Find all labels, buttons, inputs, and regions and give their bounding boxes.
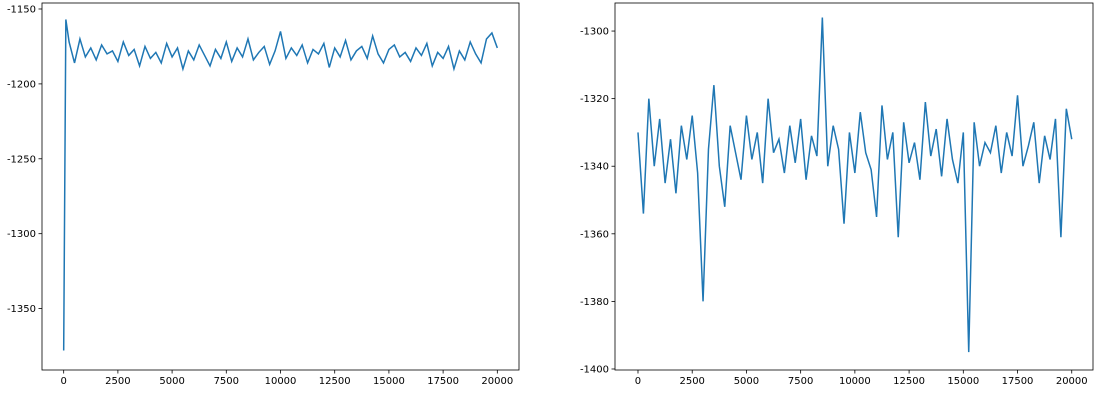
x-tick-label: 5000 [734, 376, 759, 387]
x-tick-label: 15000 [947, 376, 979, 387]
x-tick-label: 7500 [788, 376, 813, 387]
x-tick-label: 7500 [214, 376, 239, 387]
x-tick-label: 15000 [373, 376, 405, 387]
x-tick-label: 5000 [159, 376, 184, 387]
x-tick-label: 0 [635, 376, 641, 387]
x-tick-label: 10000 [265, 376, 297, 387]
y-tick-label: -1150 [7, 4, 36, 15]
x-tick-label: 17500 [1002, 376, 1034, 387]
x-tick-label: 2500 [679, 376, 704, 387]
y-tick-label: -1350 [7, 304, 36, 315]
x-tick-label: 12500 [319, 376, 351, 387]
axes-frame [614, 2, 1094, 371]
data-line [62, 19, 499, 351]
x-tick-label: 2500 [105, 376, 130, 387]
x-tick-label: 0 [60, 376, 66, 387]
y-tick-label: -1320 [580, 94, 609, 105]
y-tick-label: -1400 [580, 364, 609, 375]
x-tick-label: 17500 [427, 376, 459, 387]
y-tick-label: -1360 [580, 229, 609, 240]
y-tick-label: -1380 [580, 297, 609, 308]
y-tick-label: -1300 [580, 27, 609, 38]
y-tick-label: -1340 [580, 162, 609, 173]
y-tick-label: -1200 [7, 79, 36, 90]
x-tick-label: 10000 [839, 376, 871, 387]
x-tick-label: 20000 [481, 376, 513, 387]
axes-frame [41, 2, 520, 371]
x-tick-label: 20000 [1056, 376, 1088, 387]
data-line [637, 17, 1073, 353]
x-tick-label: 12500 [893, 376, 925, 387]
y-tick-label: -1300 [7, 229, 36, 240]
y-tick-label: -1250 [7, 154, 36, 165]
